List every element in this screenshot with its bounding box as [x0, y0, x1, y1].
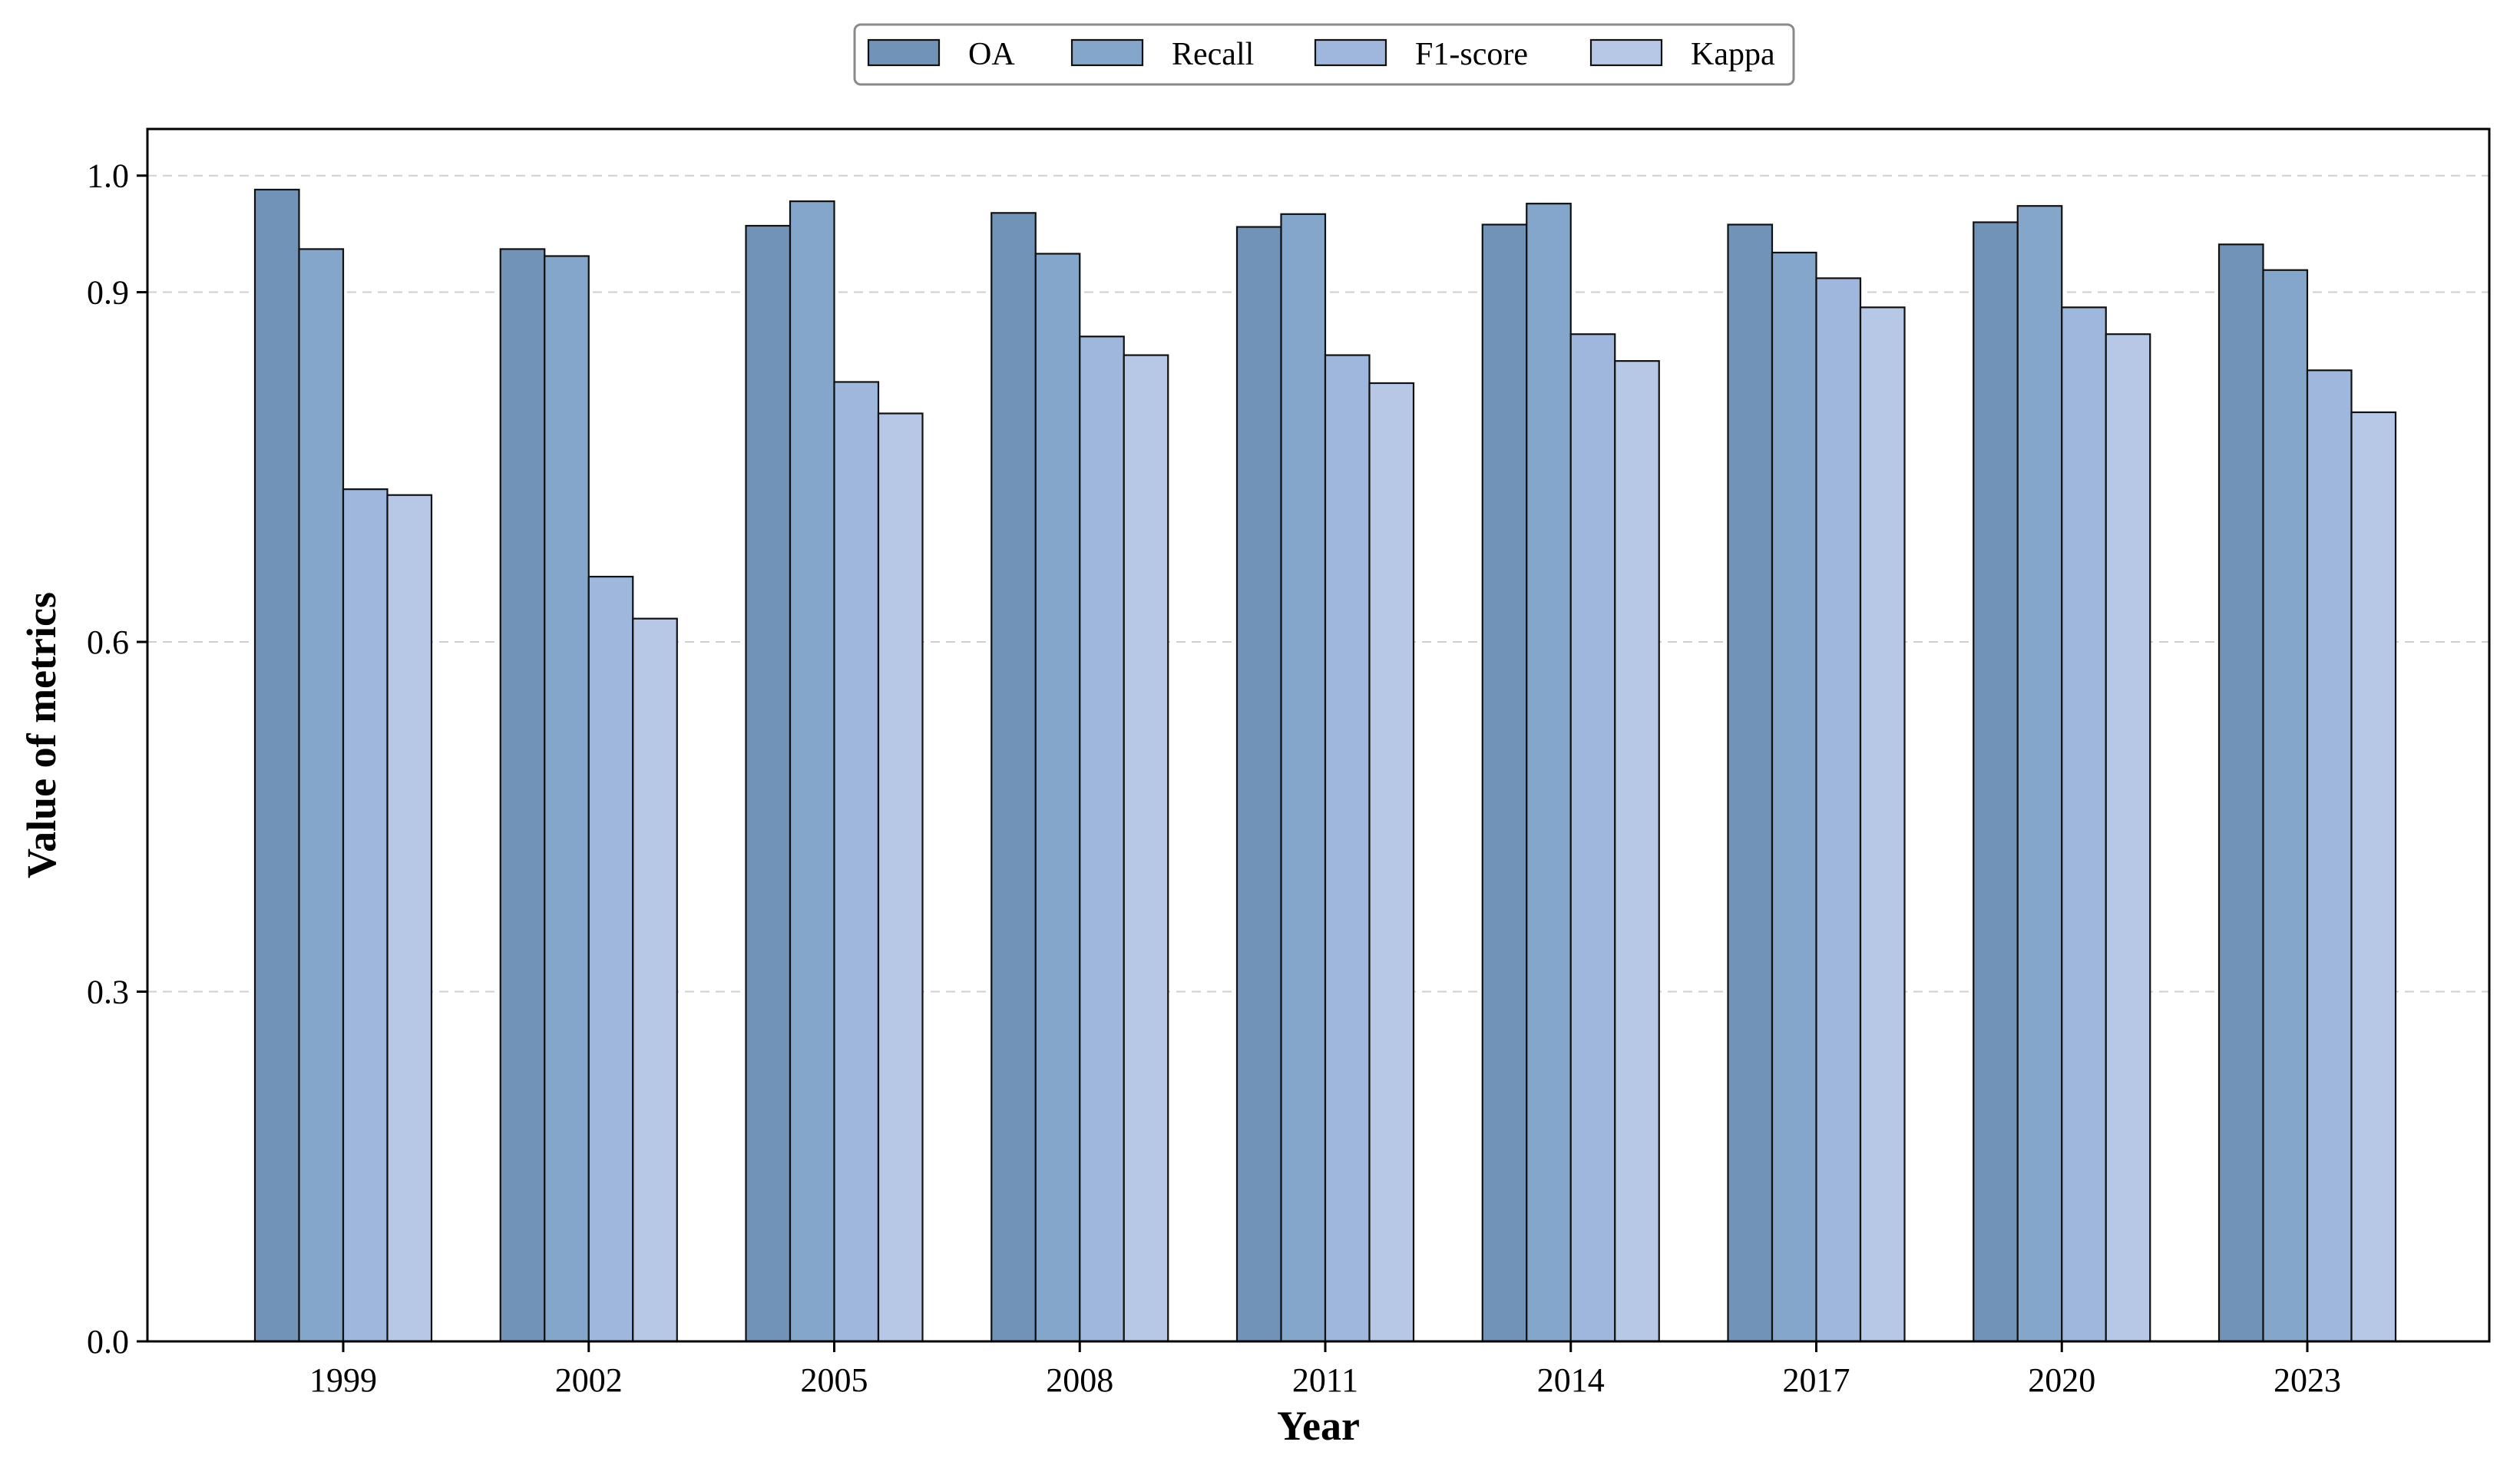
- bar-f1-score-2008: [1079, 336, 1125, 1343]
- bar-oa-2011: [1235, 226, 1282, 1343]
- bar-f1-score-2011: [1324, 354, 1371, 1343]
- plot-frame: [146, 127, 2491, 1343]
- legend-swatch-f1-score: [1314, 38, 1387, 67]
- bar-kappa-2011: [1368, 382, 1415, 1343]
- bar-oa-2014: [1481, 223, 1528, 1343]
- bar-f1-score-2020: [2061, 306, 2107, 1343]
- y-tick-label: 1.0: [87, 157, 129, 195]
- bar-kappa-2014: [1614, 360, 1660, 1343]
- bars: [253, 188, 2397, 1343]
- bar-recall-2011: [1280, 213, 1327, 1343]
- bar-oa-2023: [2217, 243, 2264, 1343]
- bar-f1-score-2002: [587, 575, 634, 1343]
- x-tick-label: 1999: [309, 1361, 377, 1399]
- x-tick-label: 2005: [801, 1361, 868, 1399]
- bar-f1-score-2023: [2306, 369, 2353, 1343]
- bar-recall-2017: [1771, 251, 1817, 1343]
- bar-recall-2008: [1034, 253, 1081, 1343]
- bar-oa-2020: [1973, 221, 2019, 1343]
- y-tick-label: 0.3: [87, 974, 129, 1011]
- bar-oa-2017: [1727, 223, 1774, 1343]
- y-tick-label: 0.9: [87, 274, 129, 312]
- x-tick-label: 2014: [1537, 1361, 1605, 1399]
- x-axis: 1999 2002 2005 2008 2011 2014 2017 2020 2023: [309, 1341, 2341, 1399]
- bar-recall-2005: [789, 200, 835, 1343]
- y-axis: 0.0 0.3 0.6 0.9 1.0: [87, 157, 147, 1361]
- y-tick-label: 0.0: [87, 1323, 129, 1361]
- bar-oa-1999: [253, 188, 300, 1343]
- x-tick-label: 2008: [1046, 1361, 1113, 1399]
- legend-label-oa: OA: [968, 37, 1015, 72]
- x-tick-label: 2017: [1783, 1361, 1850, 1399]
- bar-recall-2002: [544, 255, 590, 1343]
- bar-oa-2005: [745, 224, 792, 1343]
- x-tick-label: 2023: [2274, 1361, 2341, 1399]
- bar-f1-score-2017: [1815, 277, 1862, 1343]
- bar-kappa-2023: [2350, 411, 2397, 1343]
- legend-swatch-oa: [867, 38, 941, 67]
- bar-kappa-2020: [2105, 333, 2151, 1343]
- legend-swatch-kappa: [1589, 38, 1663, 67]
- x-axis-label: Year: [1277, 1403, 1360, 1449]
- bar-recall-1999: [298, 248, 345, 1343]
- bar-kappa-2002: [632, 617, 678, 1343]
- bar-recall-2020: [2016, 205, 2063, 1343]
- bar-recall-2023: [2262, 269, 2309, 1343]
- legend: OA Recall F1-score Kappa: [853, 23, 1795, 86]
- bar-oa-2002: [499, 248, 546, 1343]
- legend-label-recall: Recall: [1172, 37, 1254, 72]
- legend-label-f1-score: F1-score: [1415, 37, 1528, 72]
- bar-f1-score-1999: [342, 488, 389, 1343]
- bar-f1-score-2014: [1569, 333, 1616, 1343]
- x-tick-label: 2020: [2028, 1361, 2095, 1399]
- y-tick-label: 0.6: [87, 623, 129, 661]
- legend-swatch-recall: [1070, 38, 1144, 67]
- x-tick-label: 2011: [1292, 1361, 1358, 1399]
- bar-kappa-2017: [1859, 306, 1906, 1343]
- bar-oa-2008: [990, 212, 1037, 1343]
- bar-kappa-2005: [877, 412, 924, 1343]
- bar-kappa-2008: [1123, 354, 1169, 1343]
- legend-label-kappa: Kappa: [1691, 37, 1775, 72]
- y-axis-label: Value of metrics: [18, 592, 64, 878]
- bar-kappa-1999: [386, 494, 433, 1343]
- bar-recall-2014: [1526, 203, 1572, 1343]
- bar-f1-score-2005: [833, 381, 880, 1343]
- x-tick-label: 2002: [555, 1361, 623, 1399]
